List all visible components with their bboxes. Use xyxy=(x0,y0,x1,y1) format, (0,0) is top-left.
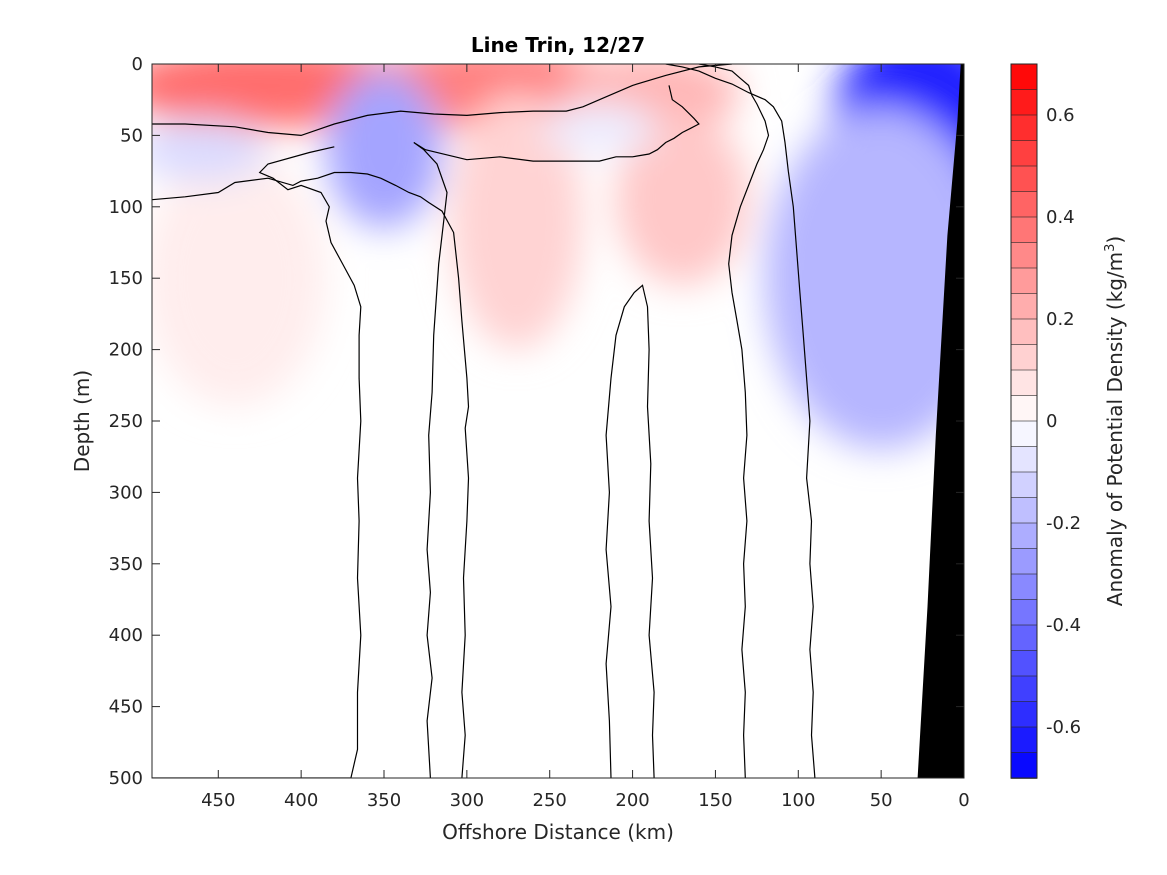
colorbar-block xyxy=(1010,726,1038,754)
colorbar-label-superscript: 3 xyxy=(1103,244,1118,252)
x-tick-label: 50 xyxy=(870,790,893,811)
colorbar-block xyxy=(1010,114,1038,142)
colorbar-ticks: 0.6 0.4 0.2 0 -0.2 -0.4 -0.6 xyxy=(1046,105,1081,738)
colorbar-block xyxy=(1010,675,1038,703)
colorbar-block xyxy=(1010,522,1038,550)
y-tick-label: 100 xyxy=(109,197,143,218)
colorbar-label: Anomaly of Potential Density (kg/m3) xyxy=(1103,236,1127,606)
zero-contour-0 xyxy=(152,64,733,137)
colorbar-block xyxy=(1010,420,1038,448)
colorbar-blocks xyxy=(1010,63,1038,779)
colorbar-tick-label: 0 xyxy=(1046,411,1057,432)
x-tick-label: 150 xyxy=(698,790,732,811)
x-tick-label: 400 xyxy=(284,790,318,811)
colorbar-block xyxy=(1010,701,1038,728)
y-tick-label: 350 xyxy=(109,554,143,575)
colorbar-block xyxy=(1010,471,1038,499)
seafloor-bathymetry xyxy=(917,64,964,778)
anomaly-field xyxy=(152,64,964,450)
y-tick-label: 300 xyxy=(109,482,143,503)
colorbar-block xyxy=(1010,650,1038,677)
x-tick-label: 200 xyxy=(615,790,649,811)
chart-title: Line Trin, 12/27 xyxy=(471,33,645,57)
colorbar-label-text: Anomaly of Potential Density (kg/m xyxy=(1103,252,1127,606)
colorbar-tick-label: -0.4 xyxy=(1046,615,1081,636)
colorbar-tick-label: 0.2 xyxy=(1046,309,1075,330)
anomaly-positive-5 xyxy=(152,149,326,407)
plot-area xyxy=(151,63,965,779)
x-tick-label: 0 xyxy=(958,790,969,811)
colorbar-block xyxy=(1010,165,1038,193)
x-tick-label: 100 xyxy=(781,790,815,811)
colorbar-block xyxy=(1010,395,1038,422)
anomaly-positive-3 xyxy=(616,113,749,286)
y-tick-label: 200 xyxy=(109,340,143,361)
colorbar-block xyxy=(1010,140,1038,167)
colorbar-block xyxy=(1010,548,1038,575)
colorbar-block xyxy=(1010,369,1038,397)
y-tick-label: 0 xyxy=(132,54,143,75)
y-tick-label: 400 xyxy=(109,625,143,646)
x-tick-label: 450 xyxy=(201,790,235,811)
anomaly-negative-8 xyxy=(541,102,658,154)
colorbar-tick-label: 0.4 xyxy=(1046,207,1075,228)
colorbar-block xyxy=(1010,293,1038,320)
x-tick-label: 300 xyxy=(450,790,484,811)
zero-contour-2 xyxy=(152,146,362,778)
zero-contour-6 xyxy=(665,64,816,778)
zero-contour-3 xyxy=(413,85,700,778)
colorbar-block xyxy=(1010,573,1038,601)
colorbar-block xyxy=(1010,318,1038,346)
anomaly-positive-4 xyxy=(450,92,583,350)
colorbar-block xyxy=(1010,344,1038,371)
colorbar-block xyxy=(1010,599,1038,626)
colorbar-block xyxy=(1010,191,1038,218)
zero-contour-1 xyxy=(152,171,470,778)
colorbar-label-close: ) xyxy=(1103,236,1127,244)
colorbar-tick-label: 0.6 xyxy=(1046,105,1075,126)
anomaly-negative-6 xyxy=(326,71,442,229)
colorbar-block xyxy=(1010,446,1038,473)
colorbar-frame xyxy=(1010,63,1038,779)
colorbar-block xyxy=(1010,497,1038,524)
colorbar-block xyxy=(1010,242,1038,269)
zero-contour-5 xyxy=(605,284,655,778)
y-tick-label: 450 xyxy=(109,697,143,718)
colorbar-block xyxy=(1010,63,1038,91)
anomaly-negative-7 xyxy=(152,118,268,182)
y-tick-label: 50 xyxy=(120,125,143,146)
y-tick-label: 150 xyxy=(109,268,143,289)
y-tick-label: 250 xyxy=(109,411,143,432)
anomaly-negative-10 xyxy=(765,106,964,450)
colorbar-tick-label: -0.6 xyxy=(1046,717,1081,738)
x-axis-label: Offshore Distance (km) xyxy=(442,820,674,844)
zero-contour-4 xyxy=(698,64,770,778)
y-axis-label: Depth (m) xyxy=(70,370,94,472)
zero-contours xyxy=(152,64,816,778)
colorbar-block xyxy=(1010,89,1038,116)
x-tick-label: 250 xyxy=(533,790,567,811)
colorbar: 0.6 0.4 0.2 0 -0.2 -0.4 -0.6 xyxy=(1010,63,1081,779)
colorbar-block xyxy=(1010,752,1038,779)
x-axis-ticks: 450 400 350 300 250 200 150 100 50 0 xyxy=(201,64,970,811)
colorbar-block xyxy=(1010,624,1038,652)
x-tick-label: 350 xyxy=(367,790,401,811)
y-axis-ticks: 0 50 100 150 200 250 300 350 400 450 500 xyxy=(109,54,964,789)
colorbar-block xyxy=(1010,267,1038,295)
colorbar-tick-label: -0.2 xyxy=(1046,513,1081,534)
y-tick-label: 500 xyxy=(109,768,143,789)
colorbar-block xyxy=(1010,216,1038,244)
